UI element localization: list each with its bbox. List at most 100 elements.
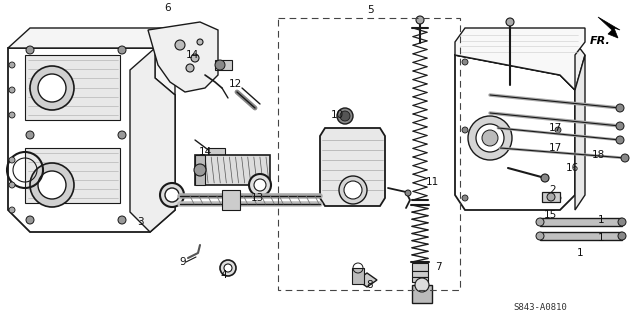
Circle shape bbox=[536, 218, 544, 226]
Circle shape bbox=[621, 154, 629, 162]
Polygon shape bbox=[222, 190, 240, 210]
Circle shape bbox=[547, 193, 555, 201]
Polygon shape bbox=[215, 60, 232, 70]
Circle shape bbox=[9, 182, 15, 188]
Polygon shape bbox=[542, 192, 560, 202]
Bar bbox=[412, 263, 428, 271]
Bar bbox=[25, 55, 120, 120]
Bar bbox=[412, 271, 428, 277]
Text: 13: 13 bbox=[250, 193, 264, 203]
Text: 11: 11 bbox=[426, 177, 438, 187]
Circle shape bbox=[9, 62, 15, 68]
Circle shape bbox=[197, 39, 203, 45]
Circle shape bbox=[26, 216, 34, 224]
Polygon shape bbox=[320, 128, 385, 206]
Text: 7: 7 bbox=[435, 262, 442, 272]
Circle shape bbox=[224, 264, 232, 272]
Bar bbox=[540, 232, 622, 240]
Circle shape bbox=[337, 108, 353, 124]
Text: 15: 15 bbox=[543, 210, 557, 220]
Circle shape bbox=[618, 232, 626, 240]
Polygon shape bbox=[455, 28, 585, 90]
Circle shape bbox=[536, 232, 544, 240]
Circle shape bbox=[462, 195, 468, 201]
Text: 12: 12 bbox=[228, 79, 242, 89]
Circle shape bbox=[118, 216, 126, 224]
Bar bbox=[25, 148, 120, 203]
Circle shape bbox=[462, 59, 468, 65]
Bar bbox=[540, 218, 622, 226]
Polygon shape bbox=[455, 55, 575, 210]
Bar bbox=[195, 155, 205, 185]
Circle shape bbox=[254, 179, 266, 191]
Text: 14: 14 bbox=[186, 50, 198, 60]
Circle shape bbox=[191, 54, 199, 62]
Text: 18: 18 bbox=[591, 150, 605, 160]
Polygon shape bbox=[575, 55, 585, 210]
Circle shape bbox=[26, 131, 34, 139]
Text: 17: 17 bbox=[548, 123, 562, 133]
Circle shape bbox=[30, 163, 74, 207]
Circle shape bbox=[38, 171, 66, 199]
Circle shape bbox=[541, 174, 549, 182]
Circle shape bbox=[26, 46, 34, 54]
Circle shape bbox=[340, 111, 350, 121]
Text: 8: 8 bbox=[367, 280, 373, 290]
Text: 3: 3 bbox=[137, 217, 143, 227]
Text: 16: 16 bbox=[565, 163, 579, 173]
Circle shape bbox=[618, 218, 626, 226]
Circle shape bbox=[220, 260, 236, 276]
Circle shape bbox=[506, 18, 514, 26]
Text: 4: 4 bbox=[221, 270, 227, 280]
Text: 1: 1 bbox=[598, 233, 604, 243]
Circle shape bbox=[165, 188, 179, 202]
Polygon shape bbox=[8, 48, 175, 232]
Circle shape bbox=[186, 64, 194, 72]
Text: 9: 9 bbox=[180, 257, 186, 267]
Circle shape bbox=[160, 183, 184, 207]
Bar bbox=[278, 18, 460, 290]
Text: 6: 6 bbox=[164, 3, 172, 13]
Circle shape bbox=[415, 278, 429, 292]
Circle shape bbox=[38, 74, 66, 102]
Circle shape bbox=[476, 124, 504, 152]
Circle shape bbox=[9, 112, 15, 118]
Circle shape bbox=[482, 130, 498, 146]
Circle shape bbox=[555, 195, 561, 201]
Text: S843-A0810: S843-A0810 bbox=[513, 302, 567, 311]
Circle shape bbox=[555, 127, 561, 133]
Text: 2: 2 bbox=[550, 185, 556, 195]
Text: 17: 17 bbox=[548, 143, 562, 153]
Text: FR.: FR. bbox=[590, 36, 611, 46]
Bar bbox=[195, 155, 270, 185]
Circle shape bbox=[215, 60, 225, 70]
Circle shape bbox=[344, 181, 362, 199]
Circle shape bbox=[405, 190, 411, 196]
Polygon shape bbox=[357, 273, 377, 287]
Circle shape bbox=[9, 207, 15, 213]
Bar bbox=[412, 285, 432, 303]
Circle shape bbox=[616, 136, 624, 144]
Text: 1: 1 bbox=[598, 215, 604, 225]
Circle shape bbox=[118, 131, 126, 139]
Polygon shape bbox=[208, 148, 225, 158]
Circle shape bbox=[194, 164, 206, 176]
Circle shape bbox=[9, 157, 15, 163]
Circle shape bbox=[9, 87, 15, 93]
Circle shape bbox=[616, 122, 624, 130]
Circle shape bbox=[118, 46, 126, 54]
Text: 10: 10 bbox=[330, 110, 344, 120]
Bar bbox=[412, 277, 428, 282]
Polygon shape bbox=[598, 17, 620, 38]
Text: 14: 14 bbox=[198, 147, 212, 157]
Polygon shape bbox=[148, 22, 218, 92]
Circle shape bbox=[468, 116, 512, 160]
Circle shape bbox=[175, 40, 185, 50]
Polygon shape bbox=[8, 28, 175, 95]
Text: 1: 1 bbox=[577, 248, 583, 258]
Circle shape bbox=[30, 66, 74, 110]
Bar bbox=[352, 268, 364, 284]
Text: 5: 5 bbox=[367, 5, 373, 15]
Circle shape bbox=[616, 104, 624, 112]
Circle shape bbox=[555, 59, 561, 65]
